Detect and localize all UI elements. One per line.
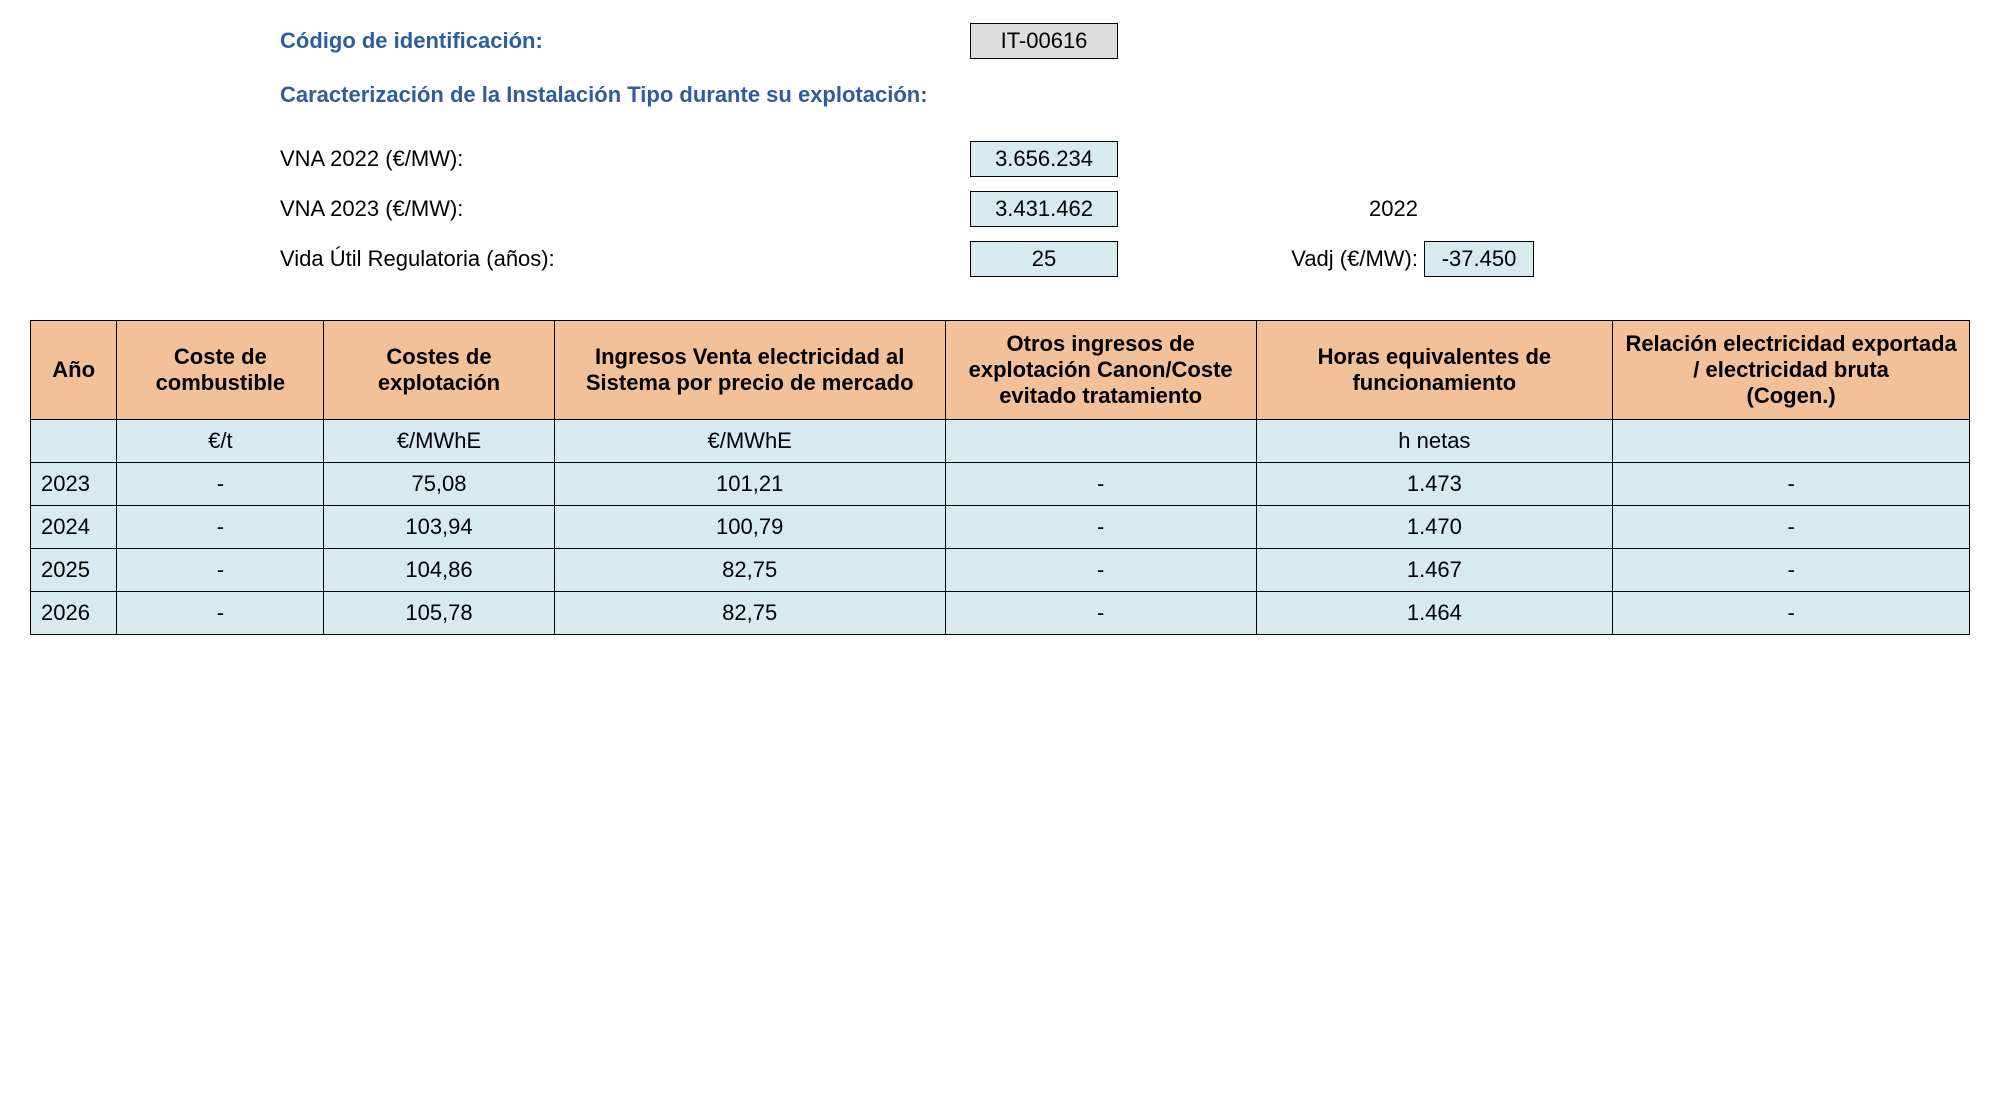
unit-costes-explotacion: €/MWhE — [324, 420, 554, 463]
section-title: Caracterización de la Instalación Tipo d… — [280, 82, 1970, 108]
cell-horas: 1.464 — [1256, 592, 1613, 635]
table-body: €/t €/MWhE €/MWhE h netas 2023-75,08101,… — [31, 420, 1970, 635]
vna2023-row: VNA 2023 (€/MW): 3.431.462 2022 — [280, 188, 1970, 230]
table-row: 2023-75,08101,21-1.473- — [31, 463, 1970, 506]
th-horas: Horas equivalentes de funcionamiento — [1256, 321, 1613, 420]
vna2022-value: 3.656.234 — [970, 141, 1118, 177]
code-label: Código de identificación: — [280, 28, 970, 54]
vna2023-label: VNA 2023 (€/MW): — [280, 196, 970, 222]
cell-ano: 2026 — [31, 592, 117, 635]
cell-ano: 2024 — [31, 506, 117, 549]
cell-ano: 2023 — [31, 463, 117, 506]
header-section: Código de identificación: IT-00616 Carac… — [280, 20, 1970, 280]
cell-horas: 1.473 — [1256, 463, 1613, 506]
vna2023-value: 3.431.462 — [970, 191, 1118, 227]
table-header: Año Coste de combustible Costes de explo… — [31, 321, 1970, 420]
cell-costes_explotacion: 75,08 — [324, 463, 554, 506]
vida-value: 25 — [970, 241, 1118, 277]
cell-ano: 2025 — [31, 549, 117, 592]
code-value-box: IT-00616 — [970, 23, 1118, 59]
cell-relacion: - — [1613, 592, 1970, 635]
cell-horas: 1.470 — [1256, 506, 1613, 549]
cell-horas: 1.467 — [1256, 549, 1613, 592]
vadj-label: Vadj (€/MW): — [1178, 246, 1418, 272]
cell-ingresos_venta: 82,75 — [554, 549, 945, 592]
cell-coste_combustible: - — [117, 463, 324, 506]
th-relacion: Relación electricidad exportada / electr… — [1613, 321, 1970, 420]
unit-relacion — [1613, 420, 1970, 463]
unit-ingresos-venta: €/MWhE — [554, 420, 945, 463]
cell-coste_combustible: - — [117, 506, 324, 549]
unit-ano — [31, 420, 117, 463]
vadj-value: -37.450 — [1424, 241, 1534, 277]
table-row: 2025-104,8682,75-1.467- — [31, 549, 1970, 592]
cell-costes_explotacion: 104,86 — [324, 549, 554, 592]
cell-otros_ingresos: - — [945, 549, 1256, 592]
table-header-row: Año Coste de combustible Costes de explo… — [31, 321, 1970, 420]
vida-label: Vida Útil Regulatoria (años): — [280, 246, 970, 272]
vna2022-label: VNA 2022 (€/MW): — [280, 146, 970, 172]
th-otros-ingresos: Otros ingresos de explotación Canon/Cost… — [945, 321, 1256, 420]
vna2022-row: VNA 2022 (€/MW): 3.656.234 — [280, 138, 1970, 180]
table-row: 2024-103,94100,79-1.470- — [31, 506, 1970, 549]
cell-coste_combustible: - — [117, 592, 324, 635]
cell-costes_explotacion: 103,94 — [324, 506, 554, 549]
th-ingresos-venta: Ingresos Venta electricidad al Sistema p… — [554, 321, 945, 420]
cell-otros_ingresos: - — [945, 506, 1256, 549]
th-ano: Año — [31, 321, 117, 420]
main-data-table: Año Coste de combustible Costes de explo… — [30, 320, 1970, 635]
year-header: 2022 — [1178, 196, 1418, 222]
cell-relacion: - — [1613, 506, 1970, 549]
table-row: 2026-105,7882,75-1.464- — [31, 592, 1970, 635]
vida-row: Vida Útil Regulatoria (años): 25 Vadj (€… — [280, 238, 1970, 280]
cell-ingresos_venta: 82,75 — [554, 592, 945, 635]
code-row: Código de identificación: IT-00616 — [280, 20, 1970, 62]
units-row: €/t €/MWhE €/MWhE h netas — [31, 420, 1970, 463]
cell-otros_ingresos: - — [945, 592, 1256, 635]
th-costes-explotacion: Costes de explotación — [324, 321, 554, 420]
th-coste-combustible: Coste de combustible — [117, 321, 324, 420]
cell-otros_ingresos: - — [945, 463, 1256, 506]
cell-relacion: - — [1613, 549, 1970, 592]
cell-costes_explotacion: 105,78 — [324, 592, 554, 635]
cell-coste_combustible: - — [117, 549, 324, 592]
cell-ingresos_venta: 100,79 — [554, 506, 945, 549]
unit-otros-ingresos — [945, 420, 1256, 463]
unit-horas: h netas — [1256, 420, 1613, 463]
cell-relacion: - — [1613, 463, 1970, 506]
unit-coste-combustible: €/t — [117, 420, 324, 463]
cell-ingresos_venta: 101,21 — [554, 463, 945, 506]
